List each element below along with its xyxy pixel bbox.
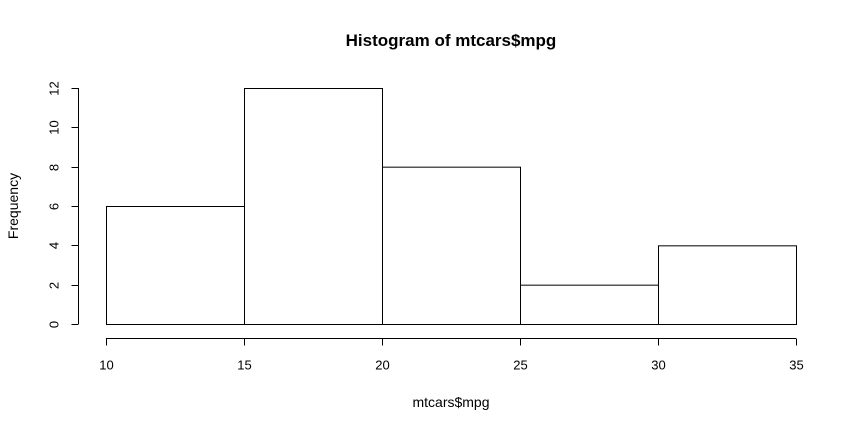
y-tick-label: 8 — [47, 164, 62, 171]
chart-title: Histogram of mtcars$mpg — [346, 31, 557, 50]
y-tick-label: 10 — [47, 120, 62, 134]
x-tick-label: 35 — [789, 358, 803, 373]
histogram-bar — [382, 166, 521, 325]
y-tick-label: 12 — [47, 81, 62, 95]
x-tick-label: 25 — [513, 358, 527, 373]
x-tick-label: 20 — [375, 358, 389, 373]
bars-group — [106, 88, 797, 325]
x-tick-label: 30 — [651, 358, 665, 373]
histogram-bar — [244, 88, 383, 325]
x-axis-label: mtcars$mpg — [412, 394, 489, 410]
y-tick-label: 0 — [47, 321, 62, 328]
x-axis: 10 15 20 25 30 35 — [99, 338, 804, 373]
y-axis-label: Frequency — [5, 173, 21, 239]
y-axis: 0 2 4 6 8 10 12 — [47, 81, 79, 328]
histogram-bar — [106, 206, 245, 325]
x-tick-label: 15 — [237, 358, 251, 373]
y-tick-label: 4 — [47, 242, 62, 249]
y-tick-label: 6 — [47, 203, 62, 210]
histogram-bar — [658, 245, 797, 325]
histogram-bar — [520, 284, 659, 325]
y-tick-label: 2 — [47, 282, 62, 289]
x-tick-label: 10 — [99, 358, 113, 373]
